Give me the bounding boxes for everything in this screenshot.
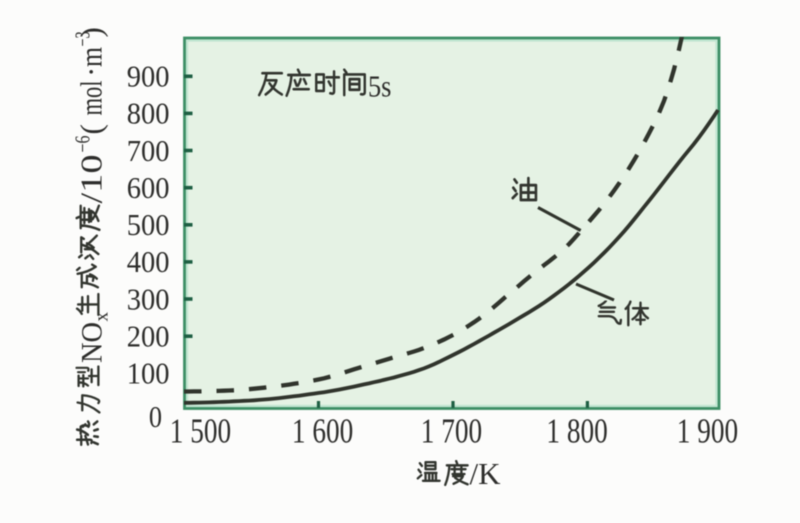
svg-text:m: m xyxy=(74,47,109,67)
svg-text:300: 300 xyxy=(127,282,170,316)
svg-text:(: ( xyxy=(74,124,109,134)
svg-text:0: 0 xyxy=(149,400,162,434)
svg-text:900: 900 xyxy=(127,60,170,94)
svg-text:1 600: 1 600 xyxy=(292,411,353,450)
svg-text:1 500: 1 500 xyxy=(170,411,231,450)
svg-text:400: 400 xyxy=(127,245,170,279)
svg-text:1 700: 1 700 xyxy=(421,411,482,450)
svg-text:x: x xyxy=(92,312,113,322)
svg-text:): ) xyxy=(74,27,109,37)
svg-text:100: 100 xyxy=(127,357,170,391)
svg-text:1 900: 1 900 xyxy=(677,411,738,450)
svg-text:800: 800 xyxy=(127,97,170,131)
svg-text:/K: /K xyxy=(470,456,502,491)
svg-text:600: 600 xyxy=(127,171,170,205)
svg-text:500: 500 xyxy=(127,208,170,242)
svg-text:mol: mol xyxy=(74,81,109,116)
svg-text:NO: NO xyxy=(76,322,109,363)
svg-text:−6: −6 xyxy=(71,136,95,153)
svg-text:5s: 5s xyxy=(368,70,391,104)
svg-text:1 800: 1 800 xyxy=(546,411,607,450)
svg-text:/10: /10 xyxy=(74,155,109,204)
svg-text:−3: −3 xyxy=(71,32,95,47)
svg-text:700: 700 xyxy=(127,134,170,168)
svg-text:200: 200 xyxy=(127,319,170,353)
svg-text:·: · xyxy=(74,67,109,77)
